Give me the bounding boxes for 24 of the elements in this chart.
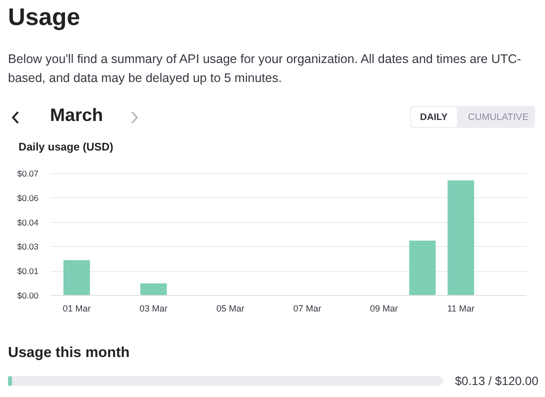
text: $0.13 / $120.00 [455,374,538,388]
x-tick-label: 05 Mar [216,304,244,314]
bar [409,240,436,295]
chart-title: Usage [8,4,80,32]
y-tick-label: $0.01 [17,266,39,276]
bar [140,283,167,295]
text: March [50,105,104,126]
y-tick-label: $0.03 [17,242,39,252]
text: CUMULATIVE [468,112,529,123]
x-tick-label: 11 Mar [447,304,475,314]
bar [63,260,90,295]
x-tick-label: 09 Mar [370,304,398,314]
text: Usage this month [8,345,130,361]
x-tick-label: 01 Mar [62,304,91,314]
chart-subtitle: Below you'll find a summary of API usage for your organization. All dates and times are UTC-based, and data may be delayed up to 5 minutes. [8,51,522,87]
y-tick-label: $0.07 [17,168,39,178]
y-axis-title: Daily usage (USD) [18,142,114,154]
x-tick-label: 07 Mar [293,304,322,314]
y-tick-label: $0.06 [17,192,39,203]
bar [448,180,474,295]
y-tick-label: $0.04 [17,217,39,228]
y-tick-label: $0.00 [17,290,39,300]
text: DAILY [420,112,448,123]
x-tick-label: 03 Mar [140,304,168,314]
